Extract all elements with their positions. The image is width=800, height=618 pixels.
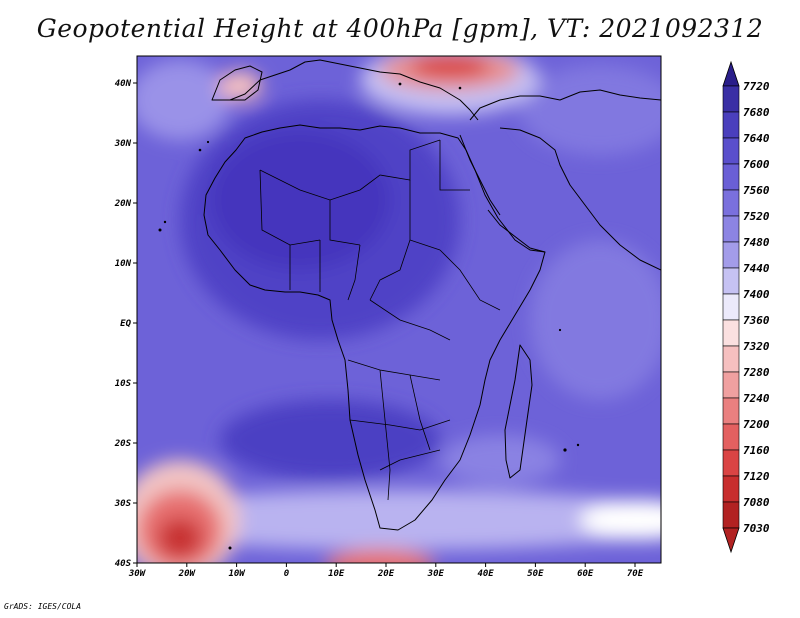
lat-tick-label: 20S (114, 439, 132, 449)
lon-tick-label: 20W (178, 569, 197, 579)
colorbar-bin (722, 267, 740, 295)
colorbar-bin (722, 449, 740, 477)
colorbar: 7720 7680 7640 7600 7560 7520 7480 7440 7400 7360… (722, 60, 770, 554)
footer-credit: GrADS: IGES/COLA (4, 602, 82, 611)
colorbar-label: 7400 (743, 288, 770, 301)
colorbar-bin (722, 111, 740, 139)
lon-tick-label: 40E (477, 569, 494, 579)
map-title: Geopotential Height at 400hPa [gpm], VT:… (36, 14, 764, 43)
colorbar-label: 7480 (743, 236, 770, 249)
colorbar-label: 7120 (743, 470, 770, 483)
colorbar-label: 7320 (743, 340, 770, 353)
lat-tick-label: EQ (120, 319, 131, 329)
lon-tick-label: 20E (377, 569, 395, 579)
longitude-axis: 30W 20W 10W 0 10E 20E 30E 40E 50E 60E 70E (128, 563, 644, 579)
height-field (137, 56, 661, 563)
coastlines (203, 59, 661, 531)
lon-tick-label: 50E (527, 569, 544, 579)
colorbar-bin (722, 241, 740, 269)
colorbar-bin (722, 397, 740, 425)
lat-tick-label: 40S (115, 559, 132, 569)
colorbar-bin (722, 137, 740, 165)
colorbar-bin (722, 423, 740, 451)
colorbar-label: 7680 (743, 106, 770, 119)
lat-tick-label: 30S (114, 499, 132, 509)
colorbar-label: 7560 (743, 184, 770, 197)
colorbar-bin (722, 345, 740, 373)
colorbar-label: 7720 (743, 80, 770, 93)
colorbar-label: 7200 (743, 418, 770, 431)
colorbar-label: 7080 (743, 496, 770, 509)
latitude-axis: 40N 30N 20N 10N EQ 10S 20S 30S 40S (114, 79, 137, 569)
lat-tick-label: 30N (114, 139, 132, 149)
map-frame (136, 55, 662, 564)
lat-tick-label: 10N (115, 259, 132, 269)
lon-tick-label: 30E (427, 569, 445, 579)
colorbar-bin (722, 475, 740, 503)
colorbar-label: 7360 (743, 314, 770, 327)
colorbar-label: 7280 (743, 366, 770, 379)
colorbar-label: 7440 (743, 262, 770, 275)
colorbar-bin (722, 215, 740, 243)
colorbar-bin (722, 293, 740, 321)
colorbar-bin (722, 501, 740, 529)
colorbar-bin (722, 319, 740, 347)
colorbar-bin (722, 163, 740, 191)
islands (158, 82, 580, 550)
colorbar-bin (722, 85, 740, 113)
colorbar-label: 7030 (743, 522, 770, 535)
country-borders (259, 139, 501, 501)
colorbar-bottom-arrow (722, 527, 740, 554)
colorbar-top-arrow (722, 60, 740, 87)
colorbar-bin (722, 189, 740, 217)
colorbar-label: 7600 (743, 158, 770, 171)
lat-tick-label: 20N (114, 199, 132, 209)
lon-tick-label: 0 (284, 569, 290, 579)
colorbar-label: 7160 (743, 444, 770, 457)
lon-tick-label: 10E (328, 569, 345, 579)
colorbar-label: 7640 (743, 132, 770, 145)
lon-tick-label: 70E (627, 569, 644, 579)
colorbar-label: 7240 (743, 392, 770, 405)
colorbar-label: 7520 (743, 210, 770, 223)
lon-tick-label: 60E (577, 569, 594, 579)
colorbar-bin (722, 371, 740, 399)
lon-tick-label: 10W (228, 569, 246, 579)
lat-tick-label: 40N (115, 79, 132, 89)
lon-tick-label: 30W (128, 569, 147, 579)
lat-tick-label: 10S (115, 379, 132, 389)
